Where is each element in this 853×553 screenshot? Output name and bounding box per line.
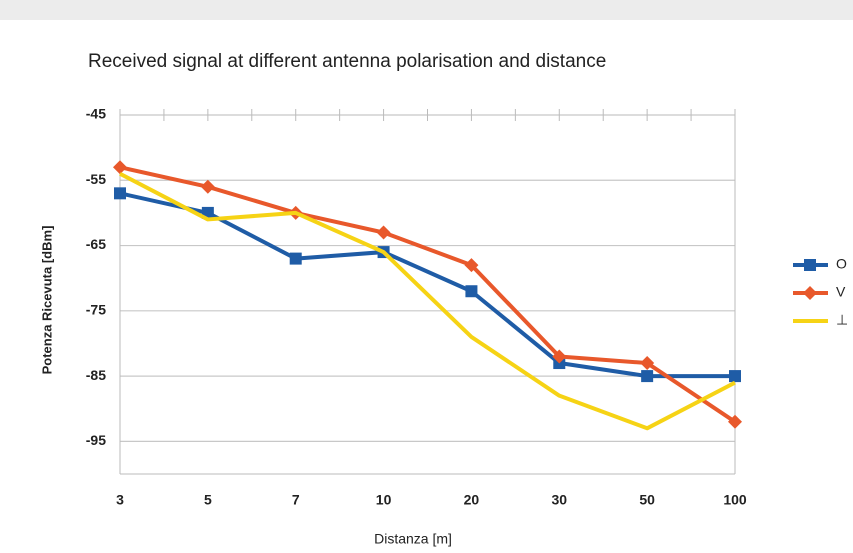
y-tick-label: -65 [86,236,106,252]
x-tick-label: 30 [551,492,567,508]
series-line [119,165,737,424]
y-tick-label: -55 [86,171,106,187]
marker [641,370,654,383]
marker [289,252,302,265]
legend-label: ⊥ [836,312,848,328]
marker [376,225,391,240]
y-tick-label: -75 [86,302,106,318]
marker [113,160,127,175]
x-tick-label: 7 [292,492,300,508]
x-tick-label: 5 [204,492,212,508]
marker [552,349,567,364]
marker [465,285,478,298]
marker [114,187,126,200]
marker [728,414,742,429]
legend-label: O [836,256,847,272]
top-band [0,0,853,20]
legend-label: V [836,284,846,300]
y-tick-label: -45 [86,106,106,122]
x-tick-label: 100 [723,492,747,508]
marker [729,370,741,383]
marker [804,259,816,271]
marker [464,258,479,273]
marker [803,286,817,300]
x-tick-label: 3 [116,492,124,508]
x-tick-label: 10 [376,492,392,508]
marker [200,179,215,194]
y-tick-label: -95 [86,432,106,448]
marker [640,356,655,371]
x-axis-label: Distanza [m] [374,531,452,547]
y-tick-label: -85 [86,367,106,383]
series-line [119,171,736,431]
x-tick-label: 50 [639,492,655,508]
x-tick-label: 20 [464,492,480,508]
y-axis-label: Potenza Ricevuta [dBm] [39,226,54,375]
series-line [119,191,735,379]
chart-title: Received signal at different antenna pol… [88,51,606,72]
